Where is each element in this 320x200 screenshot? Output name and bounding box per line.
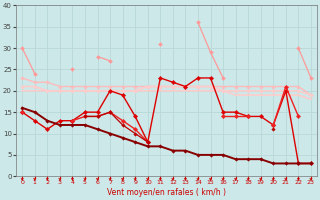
X-axis label: Vent moyen/en rafales ( km/h ): Vent moyen/en rafales ( km/h ) <box>107 188 226 197</box>
